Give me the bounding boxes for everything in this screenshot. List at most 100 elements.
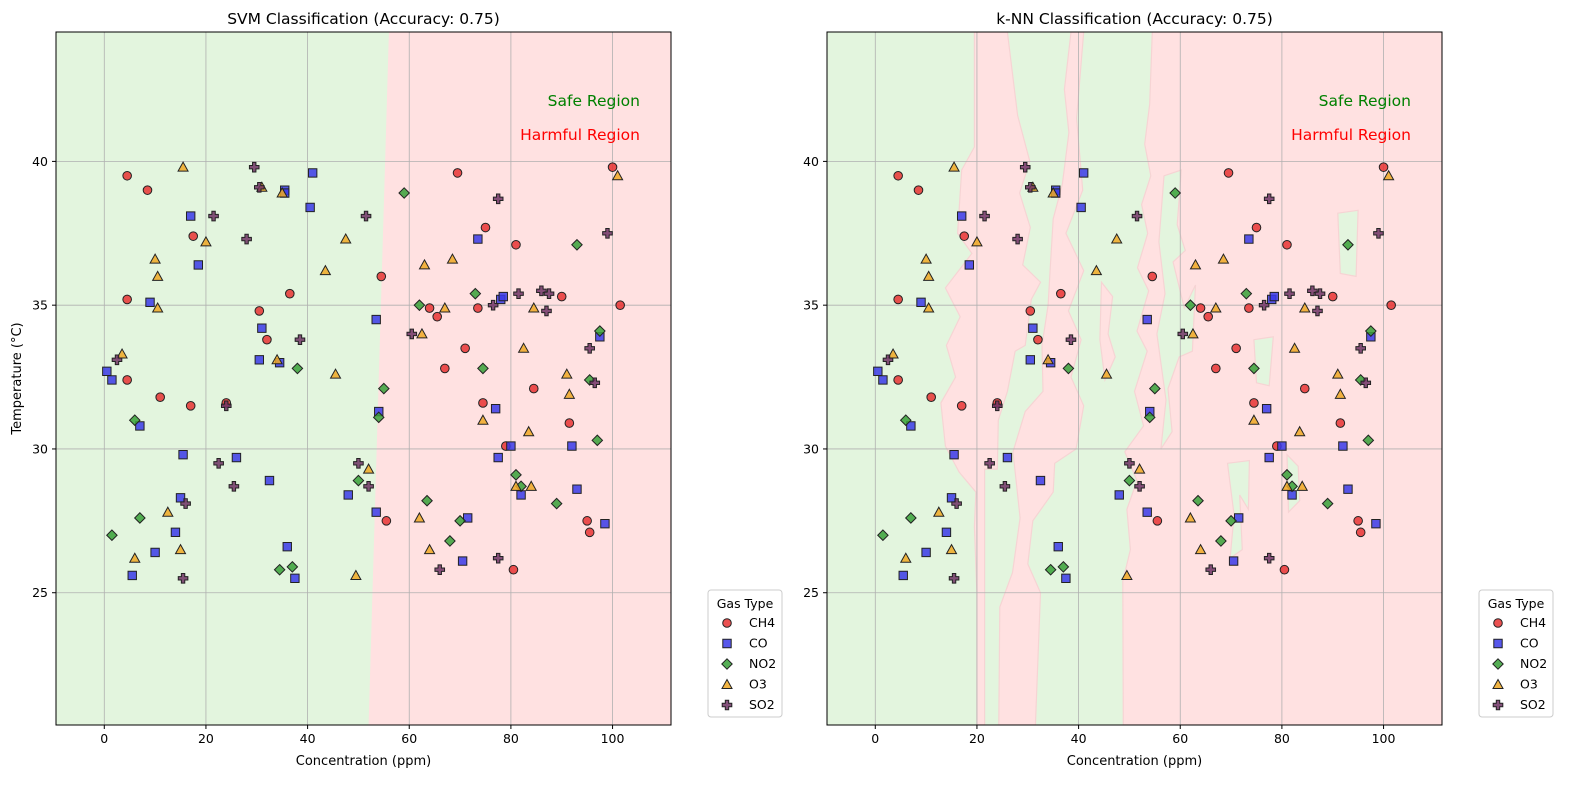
data-point-so2: [589, 377, 601, 389]
data-point-o3: [948, 161, 960, 172]
data-point-ch4: [480, 222, 491, 233]
data-point-o3: [174, 543, 187, 555]
data-point-ch4: [1335, 418, 1346, 428]
data-point-ch4: [1056, 288, 1066, 299]
data-point-ch4: [155, 392, 165, 402]
data-point-co: [282, 542, 292, 552]
data-point-no2: [591, 434, 604, 447]
y-tick-label: 25: [32, 585, 48, 600]
data-point-so2: [999, 481, 1011, 492]
data-point-ch4: [122, 170, 132, 181]
data-point-o3: [922, 302, 935, 313]
data-point-so2: [360, 210, 372, 222]
data-point-o3: [1184, 511, 1197, 523]
data-point-co: [878, 375, 888, 385]
data-point-co: [1035, 475, 1046, 486]
data-point-so2: [487, 299, 499, 311]
data-point-so2: [1263, 193, 1275, 205]
data-point-ch4: [959, 231, 970, 241]
data-point-ch4: [893, 170, 903, 181]
data-point-so2: [1373, 227, 1384, 239]
harmful-region-0: [928, 32, 1042, 725]
data-point-co: [1142, 507, 1152, 517]
data-point-so2: [353, 458, 364, 469]
data-point-ch4: [1353, 516, 1363, 526]
data-point-no2: [1342, 238, 1354, 251]
data-point-no2: [413, 299, 426, 312]
data-point-o3: [920, 253, 932, 264]
data-point-ch4: [432, 311, 442, 322]
data-point-so2: [1131, 210, 1143, 222]
data-point-co: [1244, 234, 1254, 244]
data-point-o3: [1298, 302, 1311, 313]
data-point-co: [572, 484, 582, 494]
data-point-o3: [922, 270, 935, 281]
data-point-co: [964, 260, 975, 270]
data-point-co: [1371, 519, 1381, 529]
data-point-ch4: [376, 271, 387, 282]
data-point-o3: [560, 368, 573, 379]
data-point-so2: [208, 210, 219, 222]
data-point-ch4: [460, 343, 470, 354]
data-point-co: [107, 375, 117, 385]
data-point-o3: [1100, 368, 1113, 379]
data-point-co: [1061, 573, 1071, 584]
legend-marker-no2: [1492, 658, 1504, 670]
data-point-so2: [584, 343, 595, 354]
y-tick-label: 40: [32, 154, 48, 169]
data-point-no2: [1143, 411, 1156, 424]
data-point-so2: [363, 481, 374, 492]
data-point-co: [956, 211, 967, 221]
legend-label-ch4: CH4: [1520, 615, 1546, 630]
data-point-so2: [1025, 181, 1036, 193]
safe-region-island-2: [1253, 336, 1274, 387]
data-point-ch4: [1203, 311, 1213, 322]
plot-area: [827, 32, 1442, 725]
data-point-ch4: [1147, 271, 1158, 282]
data-point-so2: [1284, 288, 1295, 299]
data-point-ch4: [556, 291, 567, 302]
harmful-region-1: [998, 32, 1085, 725]
data-point-so2: [984, 458, 995, 469]
legend-label-co: CO: [749, 636, 768, 651]
data-point-no2: [286, 560, 299, 573]
data-point-ch4: [452, 168, 463, 178]
data-point-so2: [1355, 343, 1366, 354]
data-point-so2: [177, 573, 189, 584]
data-point-o3: [1042, 353, 1054, 365]
data-point-so2: [951, 498, 962, 509]
data-point-ch4: [122, 294, 132, 305]
data-point-o3: [362, 463, 375, 474]
data-point-co: [898, 570, 908, 581]
data-point-co: [145, 297, 155, 307]
x-tick-label: 40: [300, 731, 316, 746]
legend-marker-so2: [1492, 699, 1504, 711]
data-point-o3: [1281, 480, 1293, 491]
data-point-co: [498, 291, 508, 302]
data-point-so2: [228, 481, 240, 492]
data-point-ch4: [508, 564, 519, 575]
data-point-no2: [273, 563, 286, 576]
data-point-co: [1228, 556, 1239, 566]
data-point-so2: [541, 305, 552, 317]
data-point-ch4: [478, 398, 488, 408]
y-tick-label: 25: [803, 585, 819, 600]
data-point-co: [1277, 441, 1287, 451]
data-point-o3: [413, 511, 426, 523]
data-point-co: [490, 403, 501, 414]
data-point-so2: [241, 233, 252, 245]
x-tick-label: 100: [1372, 731, 1396, 746]
data-point-no2: [1169, 187, 1182, 199]
data-point-ch4: [1244, 303, 1254, 313]
data-point-so2: [220, 400, 232, 412]
data-point-ch4: [1299, 383, 1310, 394]
data-point-no2: [1281, 468, 1293, 481]
legend: Gas Type CH4 CO NO2 O3 SO2: [1478, 589, 1554, 718]
data-point-no2: [510, 468, 522, 481]
data-point-so2: [1134, 481, 1145, 492]
data-point-no2: [1192, 494, 1204, 507]
data-point-no2: [1184, 299, 1197, 312]
y-tick-label: 35: [32, 298, 48, 313]
legend-title: Gas Type: [1488, 596, 1545, 611]
